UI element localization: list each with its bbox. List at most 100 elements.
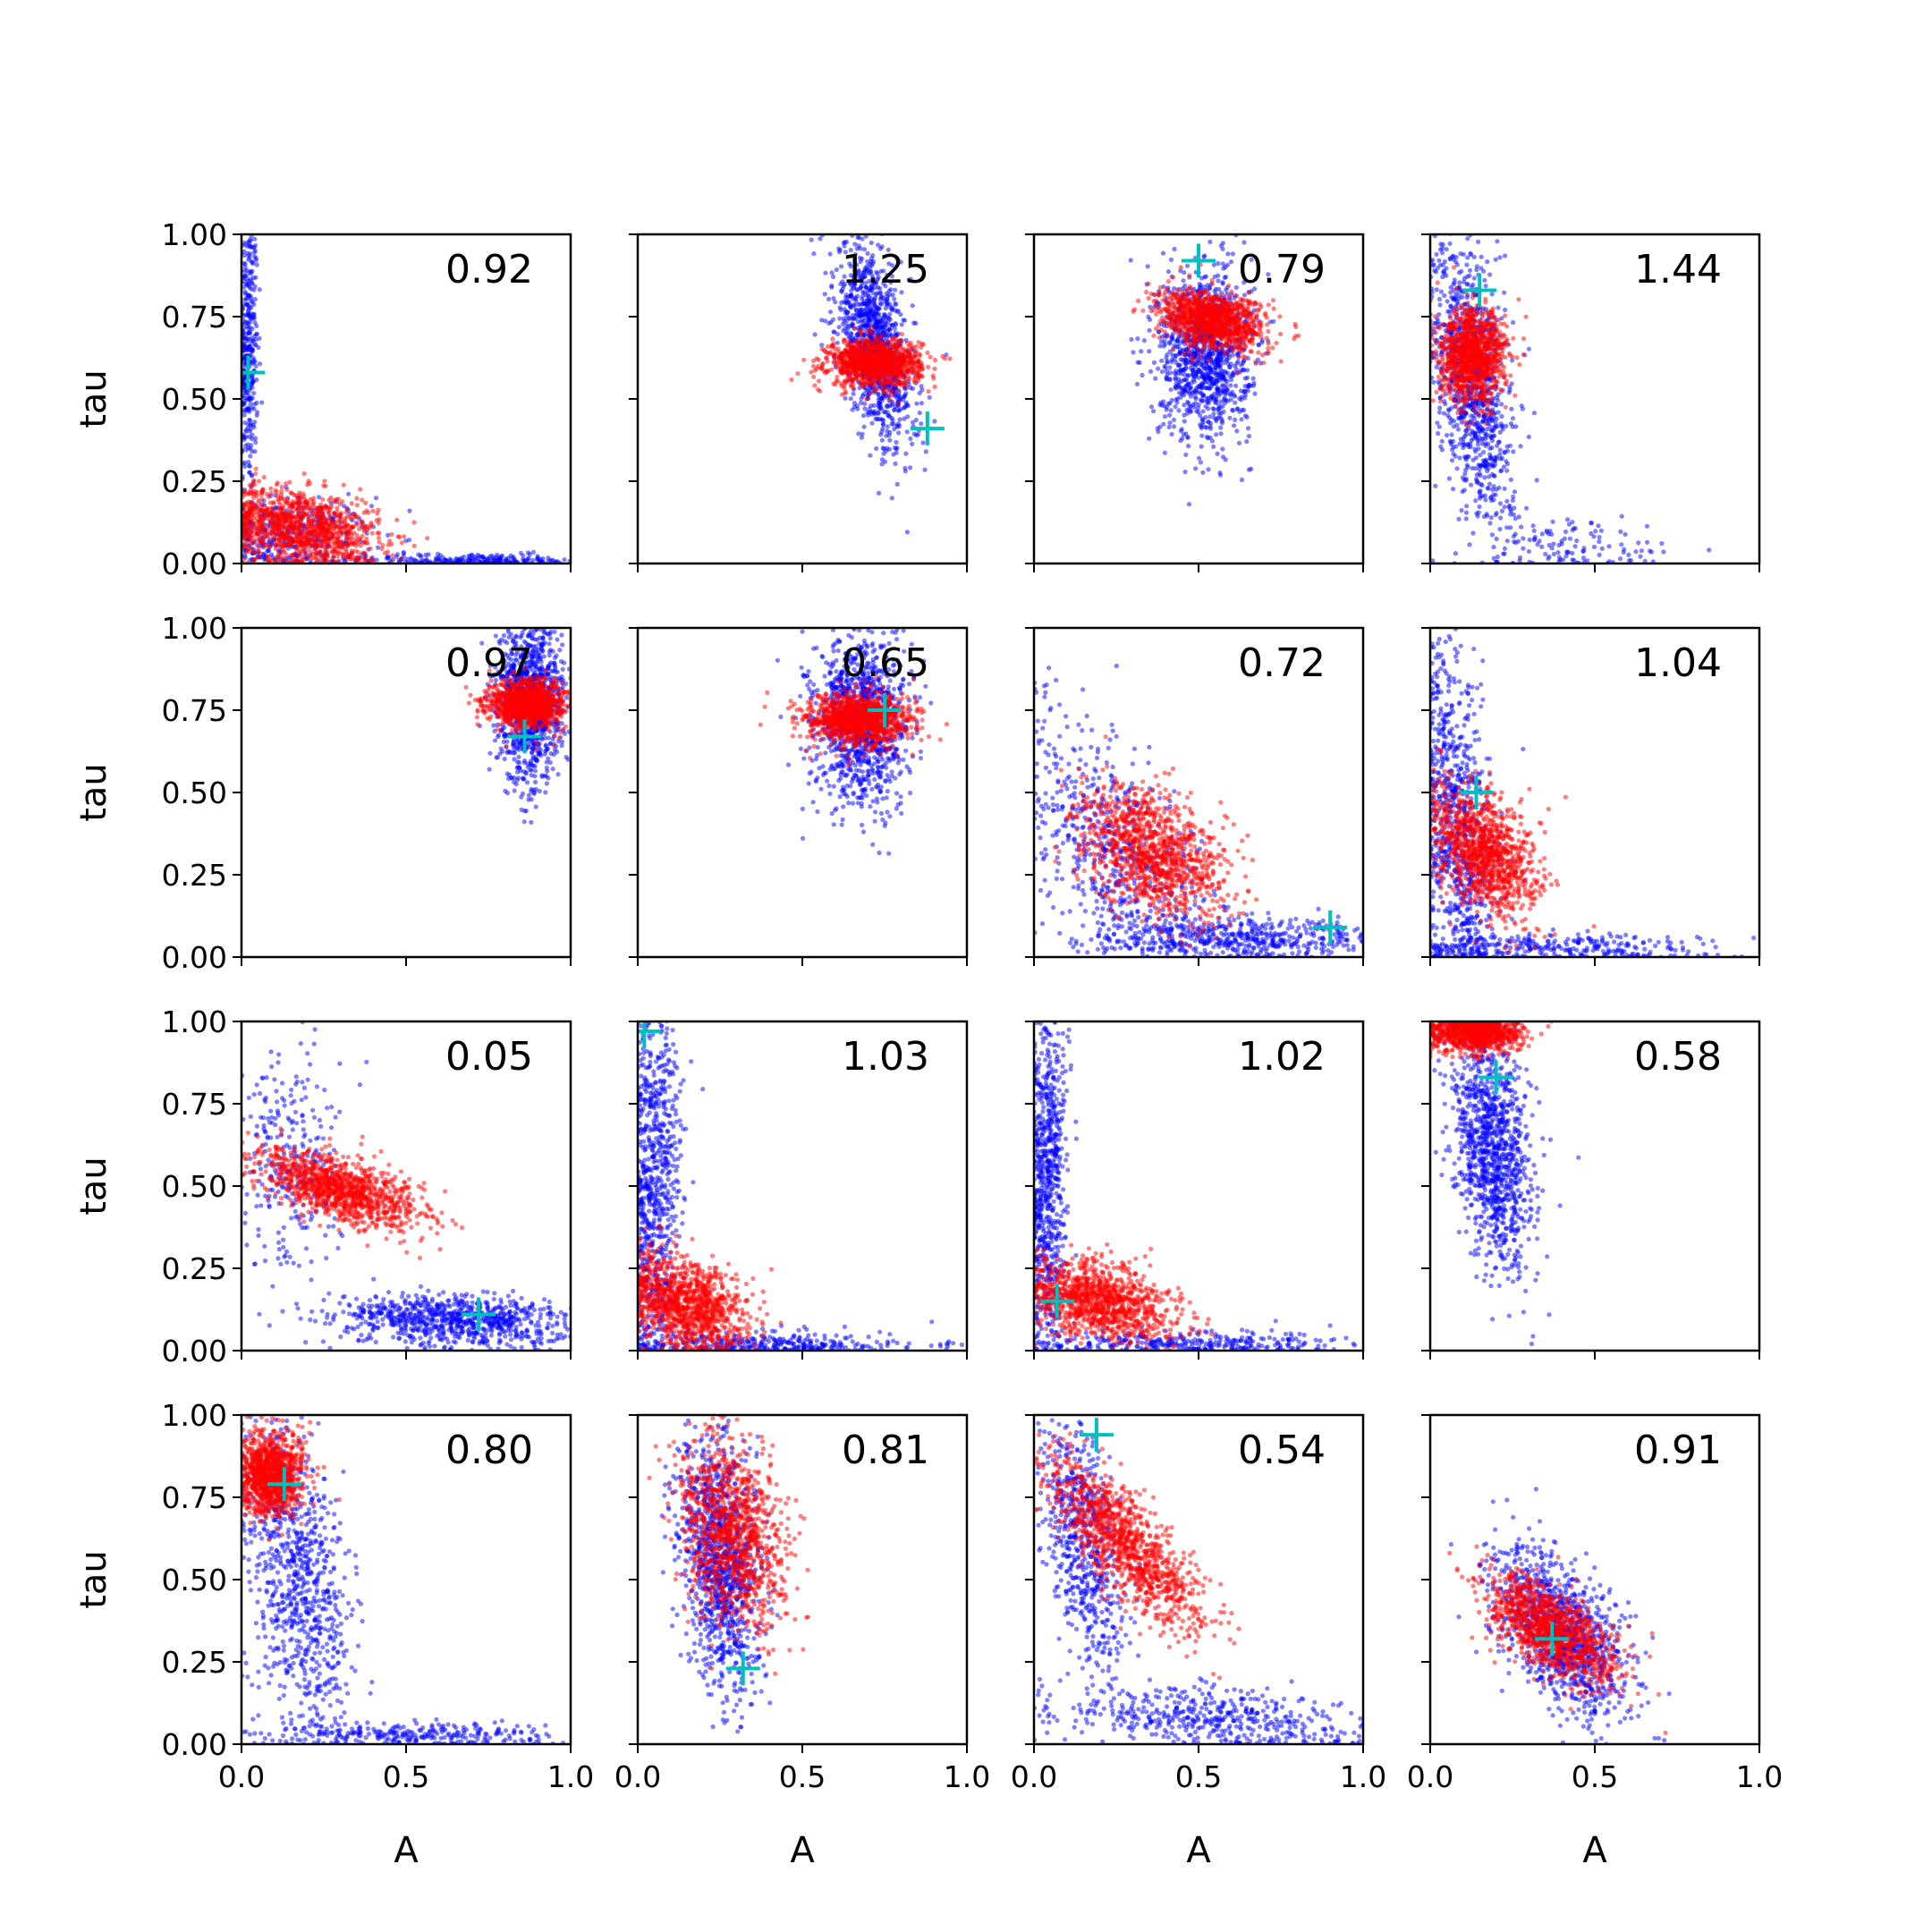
scatter-point [1129,336,1134,343]
scatter-point [865,250,870,256]
scatter-point [408,555,413,561]
scatter-point [1131,350,1136,355]
scatter-point [342,504,347,509]
scatter-point [944,352,949,358]
scatter-point [845,309,851,315]
scatter-point [860,276,865,283]
scatter-point [253,466,258,471]
scatter-point [890,361,895,367]
scatter-point [835,365,840,370]
scatter-point [290,553,295,558]
scatter-point [248,453,253,459]
scatter-point [928,354,933,360]
scatter-point [822,292,827,297]
scatter-point [1151,409,1157,414]
scatter-point [246,521,251,527]
scatter-point [252,297,258,302]
scatter-point [843,355,848,360]
scatter-point [521,553,526,558]
scatter-point [253,436,258,441]
scatter-point [914,401,919,406]
scatter-point [368,524,373,530]
scatter-point [1182,357,1188,362]
scatter-point [242,313,247,318]
scatter-point [841,328,846,334]
scatter-point [905,352,911,357]
scatter-point [343,510,349,515]
scatter-point [253,509,258,514]
scatter-point [359,520,364,525]
scatter-point [868,345,873,351]
scatter-point [917,411,922,416]
scatter-point [284,499,289,504]
scatter-point [275,525,280,530]
scatter-point [910,303,915,309]
scatter-point [848,264,853,269]
scatter-point [892,296,897,301]
scatter-point [913,418,919,423]
scatter-point [360,497,365,503]
scatter-point [905,414,911,419]
scatter-point [251,478,257,483]
scatter-point [839,384,844,389]
scatter-point [1232,393,1237,398]
scatter-point [871,348,877,353]
scatter-point [886,377,892,382]
scatter-point [913,320,919,326]
scatter-point [1183,452,1189,457]
scatter-point [269,505,275,511]
scatter-point [867,360,873,366]
scatter-point [887,301,893,307]
scatter-point [801,357,807,362]
scatter-point [885,428,890,434]
scatter-point [825,359,830,364]
scatter-point [416,552,421,557]
scatter-point [318,549,323,555]
scatter-point [1221,266,1226,271]
scatter-point [243,447,249,453]
scatter-point [875,347,881,352]
scatter-point [847,355,852,360]
scatter-point [861,424,867,429]
scatter-point [291,526,296,531]
scatter-point [338,525,343,530]
scatter-point [841,316,847,321]
scatter-point [259,530,265,535]
scatter-point [913,349,919,354]
scatter-point [332,546,337,551]
scatter-point [840,371,845,377]
scatter-point [259,496,265,502]
scatter-point [854,403,860,409]
y-tick-label: 0.00 [162,547,227,581]
scatter-point [829,343,835,349]
scatter-point [863,388,869,394]
scatter-point [242,512,248,517]
scatter-point [253,275,258,280]
scatter-point [832,329,837,335]
scatter-point [320,536,326,541]
scatter-point [833,382,838,387]
scatter-point [305,482,310,487]
scatter-point [403,538,409,544]
scatter-point [887,414,893,419]
scatter-point [883,318,888,324]
scatter-point [310,511,316,517]
scatter-point [812,332,818,337]
scatter-point [827,251,833,257]
scatter-point [245,303,250,309]
scatter-point [873,352,878,357]
scatter-point [1174,372,1179,377]
scatter-point [858,400,864,405]
scatter-point [834,267,839,273]
scatter-point [853,376,860,382]
scatter-point [926,364,931,369]
scatter-point [821,347,827,352]
scatter-point [248,502,253,508]
scatter-point [377,517,382,522]
scatter-point [250,229,254,233]
scatter-point [482,556,487,562]
scatter-point [853,311,859,317]
scatter-point [349,548,355,554]
